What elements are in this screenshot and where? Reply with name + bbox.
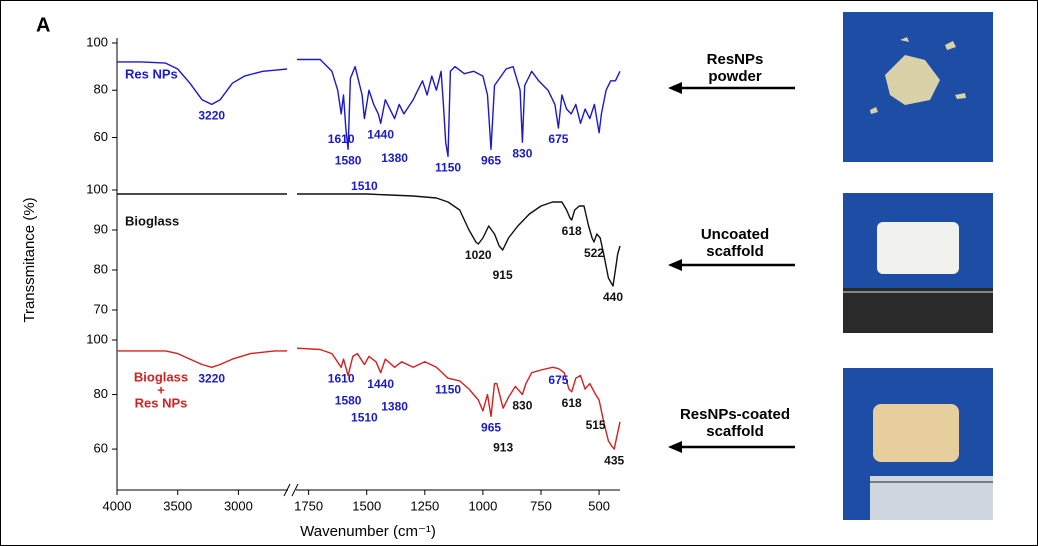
y-tick-label: 100 <box>86 181 108 196</box>
spectrum-line <box>296 347 621 450</box>
peak-label: 1510 <box>351 411 378 425</box>
x-tick-label: 1500 <box>352 498 381 513</box>
peak-label: 440 <box>603 290 623 304</box>
y-tick-label: 60 <box>94 129 108 144</box>
photo-caption: powder <box>708 68 761 85</box>
peak-label: 1440 <box>367 127 394 141</box>
y-tick-label: 60 <box>94 441 108 456</box>
peak-label: 3220 <box>198 109 225 123</box>
y-tick-label: 80 <box>94 261 108 276</box>
peak-label: 1440 <box>367 377 394 391</box>
peak-label: 1580 <box>335 153 362 167</box>
peak-label: 3220 <box>198 371 225 385</box>
peak-label: 675 <box>548 373 568 387</box>
photo-caption: scaffold <box>706 423 764 440</box>
peak-label: 965 <box>481 421 501 435</box>
panel-label: A <box>36 14 50 36</box>
peak-label: 1580 <box>335 394 362 408</box>
series-label: Bioglass <box>125 213 179 228</box>
peak-label: 618 <box>562 396 582 410</box>
y-axis-label: Transsmitance (%) <box>21 197 38 322</box>
y-tick-label: 100 <box>86 331 108 346</box>
spectrum-line <box>297 193 621 287</box>
peak-label: 1510 <box>351 179 378 193</box>
x-axis-label: Wavenumber (cm⁻¹) <box>300 523 436 540</box>
peak-label: 1380 <box>381 399 408 413</box>
spectrum-line <box>297 58 621 158</box>
peak-label: 675 <box>548 132 568 146</box>
peak-label: 435 <box>604 453 624 467</box>
photo <box>843 12 993 162</box>
series-label: Bioglass <box>134 369 188 384</box>
y-tick-label: 80 <box>94 82 108 97</box>
series-label: Res NPs <box>135 395 188 410</box>
peak-label: 1020 <box>465 248 492 262</box>
y-tick-label: 100 <box>86 34 108 49</box>
spectrum-line <box>117 350 287 368</box>
peak-label: 1610 <box>328 132 355 146</box>
peak-label: 515 <box>586 418 606 432</box>
x-tick-label: 750 <box>530 498 552 513</box>
peak-label: 1380 <box>381 151 408 165</box>
photo <box>843 193 993 333</box>
peak-label: 830 <box>512 399 532 413</box>
peak-label: 913 <box>493 440 513 454</box>
peak-label: 1150 <box>435 382 461 396</box>
arrow <box>668 259 795 271</box>
axis-break <box>283 483 291 497</box>
y-tick-label: 80 <box>94 386 108 401</box>
y-tick-label: 90 <box>94 221 108 236</box>
photo-caption: scaffold <box>706 243 764 260</box>
arrow <box>668 441 795 453</box>
x-tick-label: 1000 <box>468 498 497 513</box>
series-label: + <box>157 382 165 397</box>
peak-label: 522 <box>584 246 604 260</box>
axis-break <box>291 483 299 497</box>
spectrum-line <box>117 61 288 106</box>
x-tick-label: 4000 <box>103 498 132 513</box>
peak-label: 1610 <box>328 371 355 385</box>
peak-label: 618 <box>562 224 582 238</box>
y-tick-label: 70 <box>94 301 108 316</box>
x-tick-label: 1250 <box>410 498 439 513</box>
photo <box>843 368 993 520</box>
x-tick-label: 1750 <box>294 498 323 513</box>
x-tick-label: 500 <box>588 498 610 513</box>
peak-label: 1150 <box>435 161 461 175</box>
peak-label: 830 <box>512 146 532 160</box>
series-label: Res NPs <box>125 66 178 81</box>
photo-caption: ResNPs <box>707 51 764 68</box>
photo-caption: ResNPs-coated <box>680 406 790 423</box>
peak-label: 965 <box>481 153 501 167</box>
x-tick-label: 3000 <box>224 498 253 513</box>
x-tick-label: 3500 <box>163 498 192 513</box>
photo-caption: Uncoated <box>701 226 769 243</box>
arrow <box>668 82 795 94</box>
peak-label: 915 <box>493 268 513 282</box>
